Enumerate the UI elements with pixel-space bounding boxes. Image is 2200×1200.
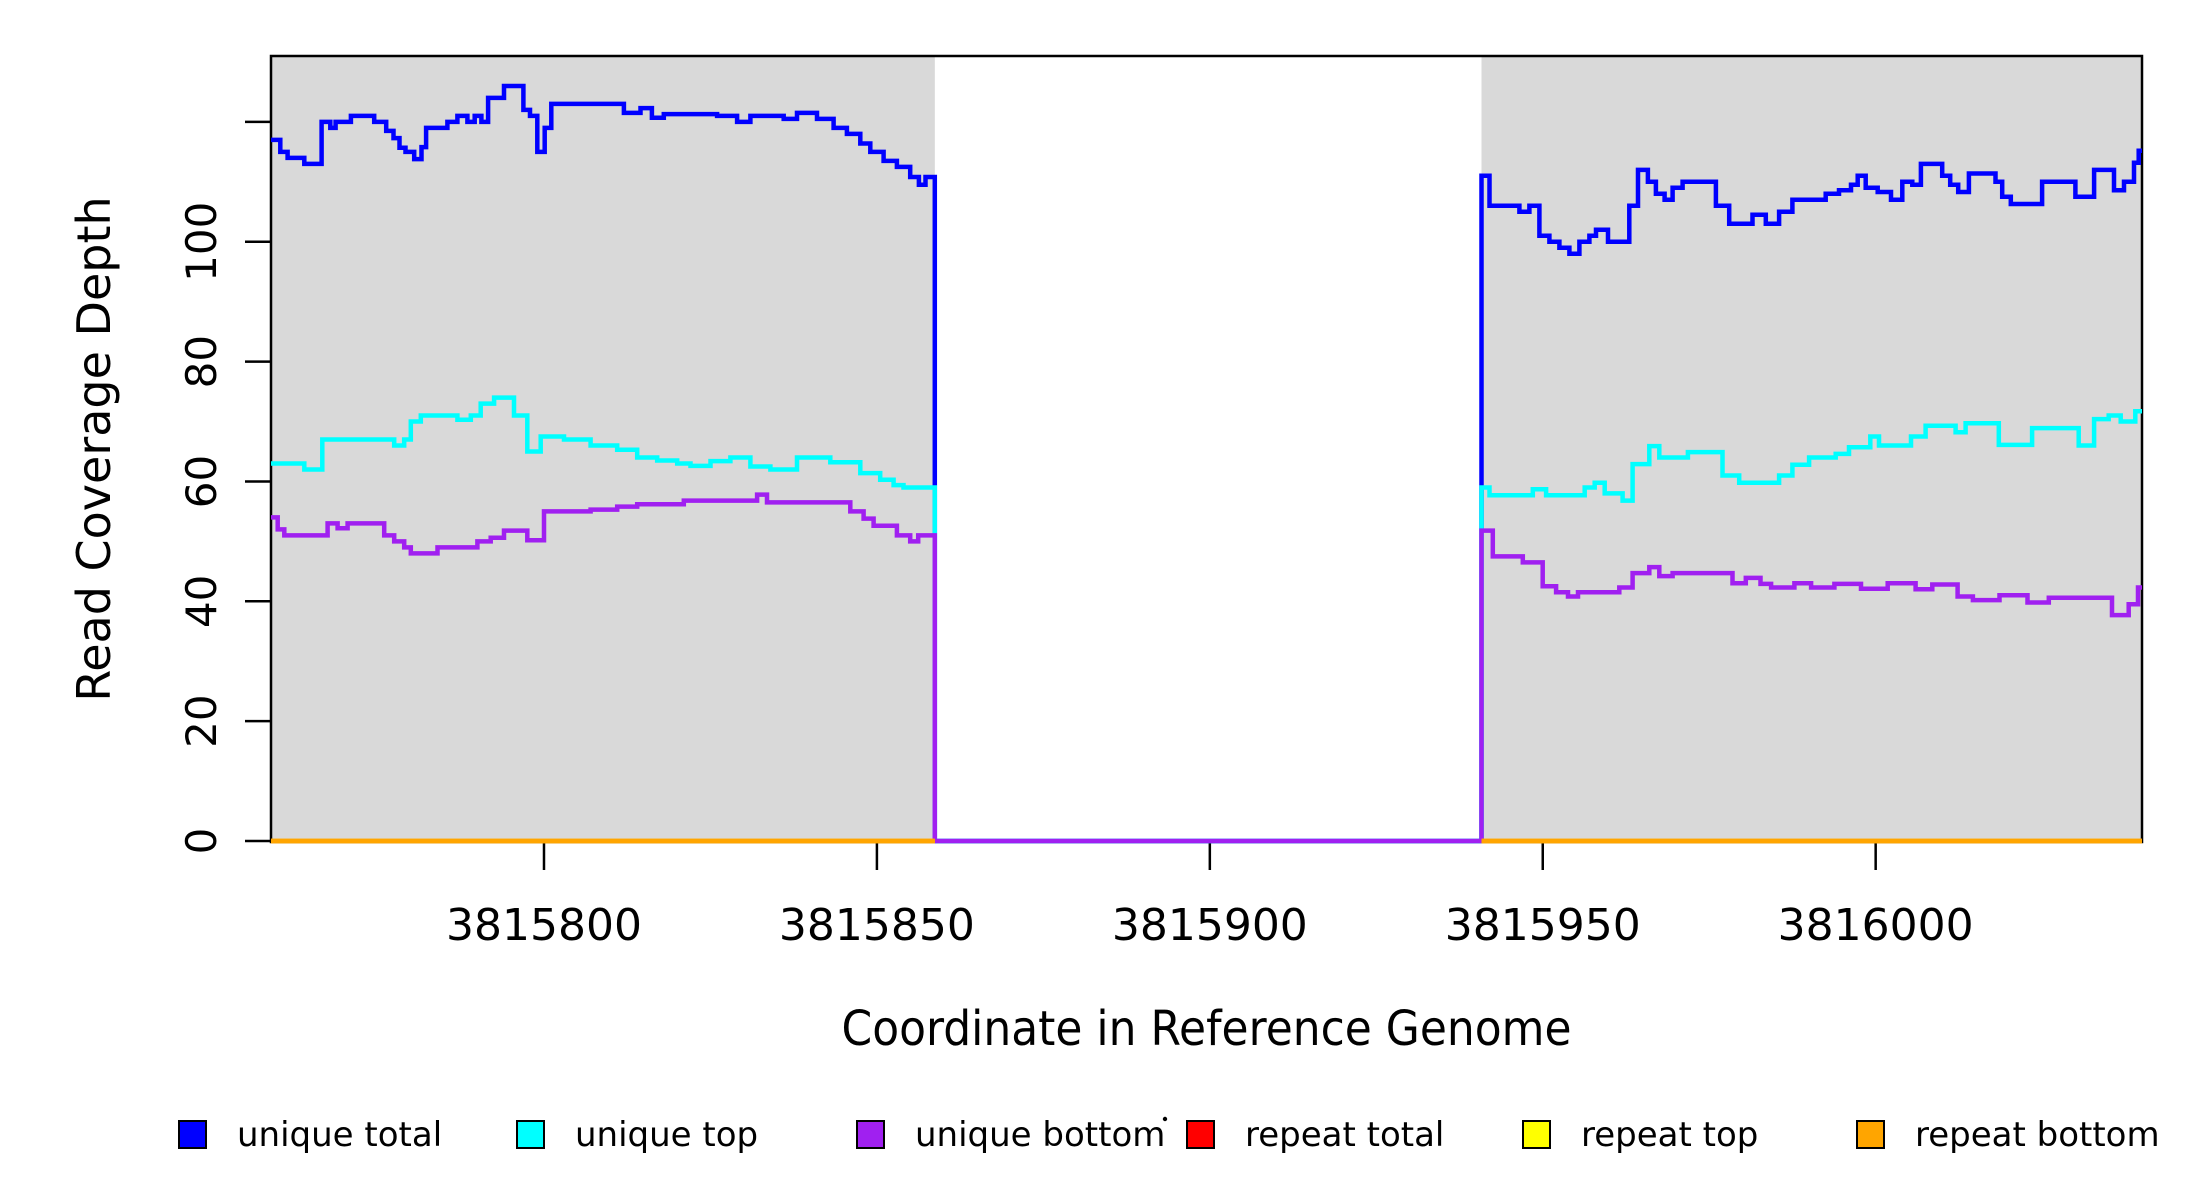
legend-label-repeat-total: repeat total	[1245, 1115, 1444, 1155]
legend-swatch-repeat-top	[1522, 1120, 1551, 1149]
y-tick-label: 60	[177, 455, 226, 508]
stray-dot	[1162, 1116, 1168, 1122]
series-line-unique-total	[271, 83, 2142, 844]
y-tick-label: 40	[177, 575, 226, 628]
x-tick-label: 3815850	[779, 900, 975, 951]
x-tick-label: 3816000	[1778, 900, 1974, 951]
y-tick-label: 0	[177, 828, 226, 855]
x-tick-label: 3815900	[1112, 900, 1308, 951]
y-axis-title: Read Coverage Depth	[67, 196, 121, 701]
x-axis-title: Coordinate in Reference Genome	[842, 1001, 1572, 1057]
legend-swatch-unique-bottom	[856, 1120, 885, 1149]
legend-swatch-unique-top	[516, 1120, 545, 1149]
x-tick-label: 3815950	[1445, 900, 1641, 951]
legend-swatch-repeat-bottom	[1856, 1120, 1885, 1149]
legend-swatch-repeat-total	[1186, 1120, 1215, 1149]
y-tick-label: 80	[177, 335, 226, 388]
series-line-unique-bottom	[271, 492, 2142, 844]
x-tick-label: 3815800	[446, 900, 642, 951]
legend-label-repeat-bottom: repeat bottom	[1915, 1115, 2160, 1155]
legend-label-repeat-top: repeat top	[1581, 1115, 1758, 1155]
legend-label-unique-bottom: unique bottom	[915, 1115, 1165, 1155]
legend-label-unique-total: unique total	[237, 1115, 442, 1155]
shaded-region-left	[271, 56, 935, 842]
legend-label-unique-top: unique top	[575, 1115, 758, 1155]
y-tick-label: 100	[177, 202, 226, 282]
legend-swatch-unique-total	[178, 1120, 207, 1149]
shaded-region-right	[1481, 56, 2142, 842]
y-tick-label: 20	[177, 694, 226, 747]
